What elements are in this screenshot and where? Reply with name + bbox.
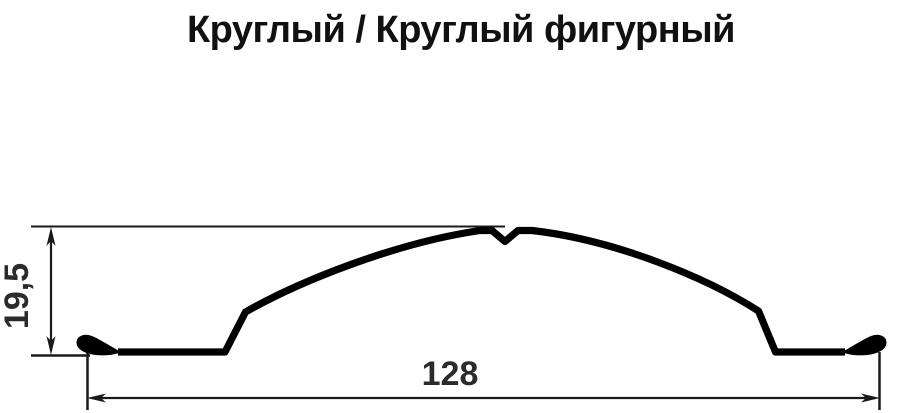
height-dimension-line [46, 227, 56, 355]
arrowhead-right [861, 393, 880, 403]
width-dimension-label: 128 [422, 355, 479, 393]
arrowhead-left [87, 393, 106, 403]
left-hem-hook [76, 334, 120, 356]
width-dimension-line [87, 393, 880, 403]
height-dimension-label: 19,5 [0, 263, 36, 329]
arrowhead-up [46, 227, 56, 246]
page-title: Круглый / Круглый фигурный [187, 9, 735, 51]
right-hem-hook [843, 334, 887, 356]
arrowhead-down [46, 336, 56, 355]
profile-outline-path [118, 226, 845, 356]
